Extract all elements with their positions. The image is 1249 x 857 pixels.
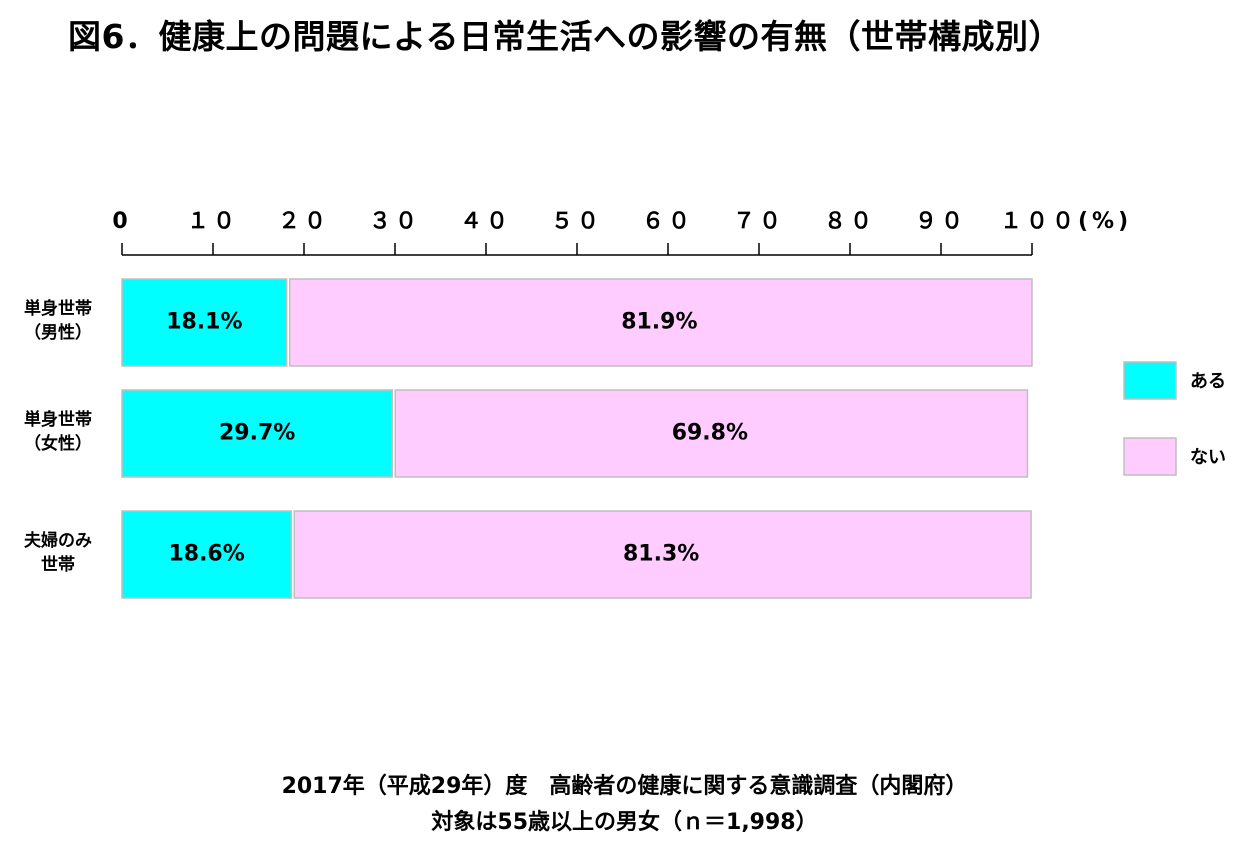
bar-segment-nai bbox=[293, 510, 1032, 599]
x-axis: 0 １０ ２０ ３０ ４０ ５０ ６０ ７０ ８０ ９０ １００(%) bbox=[112, 209, 1132, 256]
plot-area: 単身世帯 （男性） 18.1% 81.9% 単身世帯 （女性） 29.7% 69.8% 夫婦のみ… bbox=[24, 278, 1033, 599]
bar-segment-nai bbox=[394, 389, 1029, 478]
data-label: 18.1% bbox=[166, 310, 242, 335]
category-label: 世帯 bbox=[41, 554, 75, 575]
x-tick-label: ６０ bbox=[642, 209, 694, 234]
x-tick-label: ９０ bbox=[915, 209, 967, 234]
bar-segment-aru bbox=[121, 510, 293, 599]
x-tick-label: ３０ bbox=[369, 209, 421, 234]
data-label: 81.9% bbox=[621, 310, 697, 335]
category-label: （女性） bbox=[24, 433, 92, 454]
legend-label: ある bbox=[1190, 371, 1226, 392]
x-tick-label: ５０ bbox=[551, 209, 603, 234]
source-note-line-1: 2017年（平成29年）度 高齢者の健康に関する意識調査（内閣府） bbox=[281, 774, 968, 799]
bar-segment-aru bbox=[121, 278, 288, 367]
category-label: 単身世帯 bbox=[24, 409, 92, 430]
source-note-line-2: 対象は55歳以上の男女（ｎ＝1,998） bbox=[431, 810, 818, 835]
x-tick-label: ７０ bbox=[733, 209, 785, 234]
x-tick-label: ８０ bbox=[824, 209, 876, 234]
x-tick-label: １００(%) bbox=[1000, 209, 1132, 234]
data-label: 69.8% bbox=[672, 421, 748, 446]
legend-swatch bbox=[1123, 361, 1177, 400]
category-label: （男性） bbox=[24, 322, 92, 343]
bar-segment-aru bbox=[121, 389, 394, 478]
category-label: 単身世帯 bbox=[24, 298, 92, 319]
data-label: 81.3% bbox=[623, 542, 699, 567]
legend-label: ない bbox=[1190, 447, 1226, 468]
x-tick-label: １０ bbox=[187, 209, 239, 234]
bar-segment-nai bbox=[288, 278, 1033, 367]
data-label: 18.6% bbox=[168, 542, 244, 567]
chart-title: 図6．健康上の問題による日常生活への影響の有無（世帯構成別） bbox=[68, 17, 1062, 56]
x-tick-label: ４０ bbox=[460, 209, 512, 234]
category-label: 夫婦のみ bbox=[24, 530, 92, 551]
data-label: 29.7% bbox=[219, 421, 295, 446]
x-tick-label: 0 bbox=[112, 209, 131, 234]
legend-swatch bbox=[1123, 437, 1177, 476]
x-tick-label: ２０ bbox=[278, 209, 330, 234]
